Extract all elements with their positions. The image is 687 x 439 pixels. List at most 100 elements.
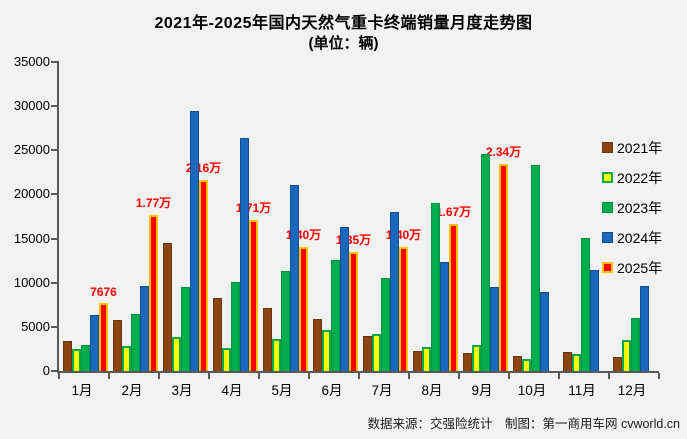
month-bar-group bbox=[459, 62, 509, 371]
y-axis-tick-label: 30000 bbox=[13, 98, 50, 113]
y-axis-tick-label: 35000 bbox=[13, 54, 50, 69]
bar-2024年 bbox=[340, 227, 349, 371]
x-axis-month-label: 7月 bbox=[371, 383, 393, 398]
bar-2022年 bbox=[372, 334, 381, 371]
bar-2021年 bbox=[163, 243, 172, 371]
legend-item: 2022年 bbox=[602, 170, 662, 186]
month-bar-group bbox=[509, 62, 559, 371]
bar-2024年 bbox=[190, 111, 199, 371]
x-axis-tick bbox=[358, 373, 360, 379]
bar-2021年 bbox=[413, 351, 422, 371]
bar-2021年 bbox=[263, 308, 272, 371]
bar-2025年 bbox=[499, 164, 508, 371]
legend-color-swatch bbox=[602, 262, 613, 273]
x-axis-tick bbox=[608, 373, 610, 379]
source-credit: 数据来源：交强险统计 制图：第一商用车网 cvworld.cn bbox=[367, 417, 680, 431]
chart-title: 2021年-2025年国内天然气重卡终端销量月度走势图 bbox=[154, 15, 533, 32]
bar-2024年 bbox=[140, 286, 149, 371]
legend-item: 2025年 bbox=[602, 260, 662, 276]
value-label: 1.77万 bbox=[135, 196, 172, 210]
x-axis-tick bbox=[258, 373, 260, 379]
legend-label: 2024年 bbox=[617, 229, 663, 246]
x-axis-month-label: 6月 bbox=[321, 383, 343, 398]
chart-unit-subtitle: (单位：辆) bbox=[308, 35, 379, 52]
bar-2023年 bbox=[381, 278, 390, 371]
bar-2021年 bbox=[63, 341, 72, 371]
x-axis-tick bbox=[108, 373, 110, 379]
bar-2023年 bbox=[331, 260, 340, 371]
y-axis-tick-label: 15000 bbox=[13, 231, 50, 246]
x-axis-month-label: 9月 bbox=[471, 383, 493, 398]
bar-2024年 bbox=[290, 185, 299, 371]
bar-2025年 bbox=[399, 247, 408, 371]
bar-2024年 bbox=[90, 315, 99, 371]
bar-2022年 bbox=[622, 340, 631, 371]
month-bar-group bbox=[559, 62, 609, 371]
bar-2025年 bbox=[449, 224, 458, 371]
x-axis-month-label: 12月 bbox=[617, 383, 647, 398]
bar-2023年 bbox=[581, 238, 590, 371]
bar-2025年 bbox=[149, 215, 158, 371]
bar-2024年 bbox=[540, 292, 549, 371]
x-axis-month-label: 2月 bbox=[121, 383, 143, 398]
y-axis-tick-label: 10000 bbox=[13, 275, 50, 290]
bar-2023年 bbox=[531, 165, 540, 371]
bar-2021年 bbox=[213, 298, 222, 371]
month-bar-group bbox=[309, 62, 359, 371]
bar-2022年 bbox=[422, 347, 431, 371]
legend-color-swatch bbox=[602, 232, 613, 243]
bar-2021年 bbox=[613, 357, 622, 371]
bar-2025年 bbox=[199, 180, 208, 371]
month-bar-group bbox=[259, 62, 309, 371]
value-label: 7676 bbox=[90, 285, 117, 299]
bar-2024年 bbox=[440, 262, 449, 371]
x-axis-month-label: 11月 bbox=[568, 383, 596, 398]
x-axis-month-label: 1月 bbox=[71, 383, 93, 398]
bar-2022年 bbox=[472, 345, 481, 371]
y-axis-tick bbox=[51, 282, 59, 284]
x-axis-tick bbox=[458, 373, 460, 379]
month-bar-group bbox=[59, 62, 109, 371]
bar-2022年 bbox=[272, 339, 281, 371]
bar-2023年 bbox=[131, 314, 140, 371]
y-axis-tick bbox=[51, 326, 59, 328]
bar-2022年 bbox=[172, 337, 181, 371]
bar-2021年 bbox=[563, 352, 572, 371]
x-axis-tick bbox=[508, 373, 510, 379]
bar-2024年 bbox=[590, 270, 599, 371]
bar-2025年 bbox=[249, 220, 258, 371]
month-bar-group bbox=[159, 62, 209, 371]
legend-label: 2025年 bbox=[617, 259, 663, 276]
x-axis-month-label: 10月 bbox=[517, 383, 547, 398]
bar-2024年 bbox=[640, 286, 649, 371]
bar-2025年 bbox=[299, 247, 308, 371]
y-axis-tick-label: 5000 bbox=[21, 319, 50, 334]
bar-2024年 bbox=[490, 287, 499, 371]
bar-2021年 bbox=[513, 356, 522, 371]
bar-2023年 bbox=[481, 154, 490, 371]
bar-2022年 bbox=[222, 348, 231, 371]
x-axis-tick bbox=[58, 373, 60, 379]
bar-2023年 bbox=[81, 345, 90, 371]
bar-2023年 bbox=[631, 318, 640, 371]
x-axis-tick bbox=[208, 373, 210, 379]
x-axis-month-label: 4月 bbox=[221, 383, 243, 398]
y-axis-tick bbox=[51, 105, 59, 107]
month-bar-group bbox=[609, 62, 659, 371]
month-bar-group bbox=[109, 62, 159, 371]
bar-2022年 bbox=[122, 346, 131, 371]
bar-2022年 bbox=[572, 354, 581, 371]
bar-2021年 bbox=[113, 320, 122, 371]
y-axis-tick-label: 25000 bbox=[13, 142, 50, 157]
x-axis-tick bbox=[158, 373, 160, 379]
y-axis-tick bbox=[51, 61, 59, 63]
y-axis-tick-label: 20000 bbox=[13, 186, 50, 201]
x-axis-tick bbox=[658, 373, 660, 379]
bar-2021年 bbox=[363, 336, 372, 371]
legend-color-swatch bbox=[602, 172, 613, 183]
plot-area: 7676 1.77万 2.16万 1.71万 1.40万 1.35万 1.40万 1.67万 2… bbox=[51, 61, 660, 379]
legend: 2021年 2022年 2023年 2024年 2025年 bbox=[602, 140, 663, 291]
month-bar-group bbox=[359, 62, 409, 371]
bar-2022年 bbox=[322, 330, 331, 371]
